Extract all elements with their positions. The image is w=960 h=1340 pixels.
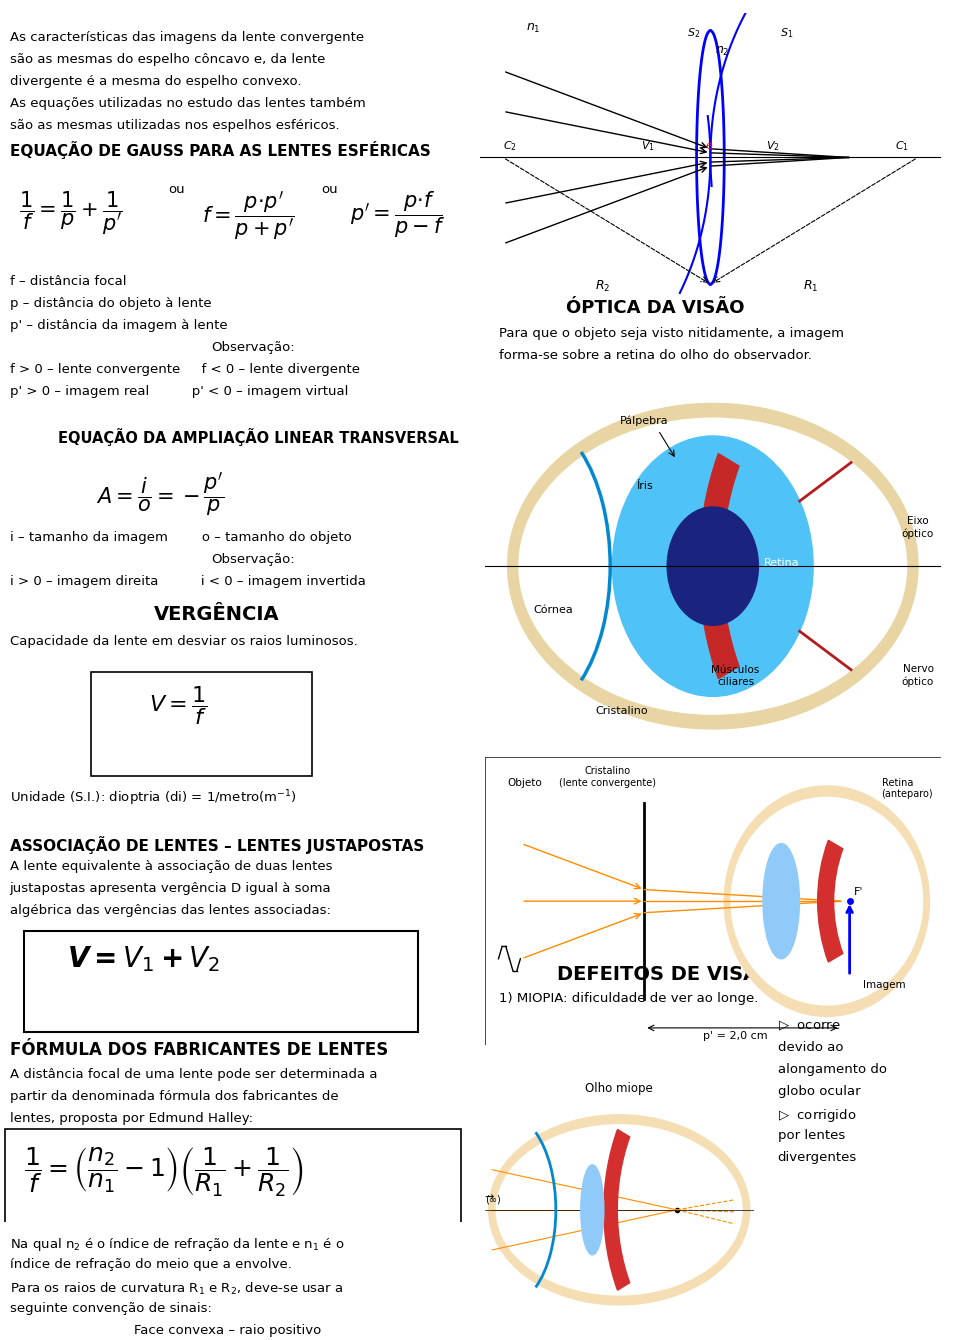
Text: algébrica das vergências das lentes associadas:: algébrica das vergências das lentes asso… [10, 905, 330, 917]
Text: i > 0 – imagem direita          i < 0 – imagem invertida: i > 0 – imagem direita i < 0 – imagem in… [10, 575, 366, 588]
Wedge shape [818, 840, 843, 962]
Text: são as mesmas utilizadas nos espelhos esféricos.: são as mesmas utilizadas nos espelhos es… [10, 118, 339, 131]
Text: Observação:: Observação: [211, 553, 295, 567]
Text: lentes, proposta por Edmund Halley:: lentes, proposta por Edmund Halley: [10, 1112, 252, 1124]
Text: $S_2$: $S_2$ [687, 27, 701, 40]
Text: DEFEITOS DE VISÃO: DEFEITOS DE VISÃO [557, 965, 775, 984]
Text: e: e [706, 141, 712, 151]
Text: ou: ou [322, 184, 338, 196]
Ellipse shape [724, 785, 929, 1016]
Text: índice de refração do meio que a envolve.: índice de refração do meio que a envolve… [10, 1258, 292, 1272]
Wedge shape [699, 454, 739, 678]
Text: EQUAÇÃO DE GAUSS PARA AS LENTES ESFÉRICAS: EQUAÇÃO DE GAUSS PARA AS LENTES ESFÉRICA… [10, 141, 430, 158]
Title: Olho miope: Olho miope [586, 1081, 653, 1095]
Circle shape [667, 507, 758, 626]
Text: Para que o objeto seja visto nitidamente, a imagem: Para que o objeto seja visto nitidamente… [499, 327, 844, 340]
Text: $V = \dfrac{1}{f}$: $V = \dfrac{1}{f}$ [149, 685, 207, 728]
Text: globo ocular: globo ocular [778, 1085, 860, 1097]
FancyBboxPatch shape [91, 671, 312, 776]
Text: Pálpebra: Pálpebra [620, 415, 669, 426]
Text: $f = \dfrac{p{\cdot}p'}{p+p'}$: $f = \dfrac{p{\cdot}p'}{p+p'}$ [202, 189, 295, 243]
Text: $A = \dfrac{i}{o} = -\dfrac{p'}{p}$: $A = \dfrac{i}{o} = -\dfrac{p'}{p}$ [96, 470, 225, 519]
Text: FÓRMULA DOS FABRICANTES DE LENTES: FÓRMULA DOS FABRICANTES DE LENTES [10, 1041, 388, 1059]
Text: $(\infty)$: $(\infty)$ [485, 1193, 502, 1206]
Text: $S_1$: $S_1$ [780, 27, 793, 40]
Text: Cristalino
(lente convergente): Cristalino (lente convergente) [560, 766, 657, 788]
Text: Eixo
óptico: Eixo óptico [901, 516, 934, 539]
Text: $V_1$: $V_1$ [641, 139, 655, 153]
Text: As equações utilizadas no estudo das lentes também: As equações utilizadas no estudo das len… [10, 96, 366, 110]
Text: $n_2$: $n_2$ [715, 44, 730, 58]
Text: $R_1$: $R_1$ [803, 279, 818, 293]
Text: ÓPTICA DA VISÃO: ÓPTICA DA VISÃO [566, 299, 745, 318]
Text: $n_1$: $n_1$ [526, 21, 540, 35]
Text: ASSOCIAÇÃO DE LENTES – LENTES JUSTAPOSTAS: ASSOCIAÇÃO DE LENTES – LENTES JUSTAPOSTA… [10, 836, 424, 854]
Text: Face convexa – raio positivo: Face convexa – raio positivo [134, 1324, 322, 1337]
Text: por lentes: por lentes [778, 1128, 845, 1142]
Text: A distância focal de uma lente pode ser determinada a: A distância focal de uma lente pode ser … [10, 1068, 377, 1081]
Text: F': F' [854, 887, 864, 898]
Ellipse shape [519, 418, 906, 714]
Text: Unidade (S.I.): dioptria (di) = 1/metro(m$^{-1}$): Unidade (S.I.): dioptria (di) = 1/metro(… [10, 788, 297, 808]
Text: $C_2$: $C_2$ [503, 139, 516, 153]
Text: f > 0 – lente convergente     f < 0 – lente divergente: f > 0 – lente convergente f < 0 – lente … [10, 363, 360, 375]
Text: p – distância do objeto à lente: p – distância do objeto à lente [10, 297, 211, 310]
Text: Observação:: Observação: [211, 340, 295, 354]
Text: $\triangleright$  corrigido: $\triangleright$ corrigido [778, 1107, 856, 1124]
Text: justapostas apresenta vergência D igual à soma: justapostas apresenta vergência D igual … [10, 882, 331, 895]
Text: Cristalino: Cristalino [595, 706, 648, 716]
Text: $\dfrac{1}{f} = \left(\dfrac{n_2}{n_1} - 1\right)\left(\dfrac{1}{R_1} + \dfrac{1: $\dfrac{1}{f} = \left(\dfrac{n_2}{n_1} -… [24, 1144, 303, 1198]
Circle shape [612, 436, 813, 697]
Text: alongamento do: alongamento do [778, 1063, 887, 1076]
Text: p' = 2,0 cm: p' = 2,0 cm [704, 1032, 768, 1041]
Text: EQUAÇÃO DA AMPLIAÇÃO LINEAR TRANSVERSAL: EQUAÇÃO DA AMPLIAÇÃO LINEAR TRANSVERSAL [58, 427, 458, 446]
Text: Músculos
ciliares: Músculos ciliares [711, 665, 759, 686]
Text: seguinte convenção de sinais:: seguinte convenção de sinais: [10, 1302, 211, 1316]
Text: i – tamanho da imagem        o – tamanho do objeto: i – tamanho da imagem o – tamanho do obj… [10, 532, 351, 544]
Text: $R_2$: $R_2$ [595, 279, 611, 293]
Text: $\boldsymbol{V = V_1 + V_2}$: $\boldsymbol{V = V_1 + V_2}$ [67, 945, 220, 974]
Text: Retina
(anteparo): Retina (anteparo) [881, 777, 933, 800]
Text: $\triangleright$  ocorre: $\triangleright$ ocorre [778, 1018, 840, 1033]
Text: Para os raios de curvatura R$_1$ e R$_2$, deve-se usar a: Para os raios de curvatura R$_1$ e R$_2$… [10, 1281, 343, 1297]
Ellipse shape [763, 844, 800, 959]
Text: p' > 0 – imagem real          p' < 0 – imagem virtual: p' > 0 – imagem real p' < 0 – imagem vir… [10, 385, 348, 398]
Text: Na qual n$_2$ é o índice de refração da lente e n$_1$ é o: Na qual n$_2$ é o índice de refração da … [10, 1237, 344, 1253]
Text: $\dfrac{1}{f} = \dfrac{1}{p} + \dfrac{1}{p'}$: $\dfrac{1}{f} = \dfrac{1}{p} + \dfrac{1}… [19, 189, 123, 237]
Text: Nervo
óptico: Nervo óptico [901, 665, 934, 686]
Ellipse shape [732, 797, 923, 1005]
Text: Córnea: Córnea [534, 606, 573, 615]
Text: 1) MIOPIA: dificuldade de ver ao longe.: 1) MIOPIA: dificuldade de ver ao longe. [499, 992, 758, 1005]
Ellipse shape [508, 403, 918, 729]
Text: $p' = \dfrac{p{\cdot}f}{p-f}$: $p' = \dfrac{p{\cdot}f}{p-f}$ [350, 189, 445, 240]
Text: $C_1$: $C_1$ [895, 139, 909, 153]
Text: $V_2$: $V_2$ [766, 139, 780, 153]
Wedge shape [604, 1130, 630, 1290]
Ellipse shape [496, 1124, 742, 1294]
Text: forma-se sobre a retina do olho do observador.: forma-se sobre a retina do olho do obser… [499, 350, 812, 362]
Text: Íris: Íris [636, 481, 653, 492]
FancyBboxPatch shape [5, 1128, 461, 1242]
Text: divergentes: divergentes [778, 1151, 857, 1164]
Text: p' – distância da imagem à lente: p' – distância da imagem à lente [10, 319, 228, 332]
Text: ou: ou [168, 184, 184, 196]
Text: A lente equivalente à associação de duas lentes: A lente equivalente à associação de duas… [10, 860, 332, 874]
Text: f – distância focal: f – distância focal [10, 275, 126, 288]
Ellipse shape [489, 1115, 750, 1305]
Text: As características das imagens da lente convergente: As características das imagens da lente … [10, 31, 364, 43]
Text: VERGÊNCIA: VERGÊNCIA [154, 604, 279, 623]
Text: são as mesmas do espelho côncavo e, da lente: são as mesmas do espelho côncavo e, da l… [10, 52, 325, 66]
Ellipse shape [581, 1164, 604, 1254]
Text: Retina: Retina [763, 559, 799, 568]
FancyBboxPatch shape [24, 931, 418, 1032]
Text: divergente é a mesma do espelho convexo.: divergente é a mesma do espelho convexo. [10, 75, 301, 87]
Text: devido ao: devido ao [778, 1041, 843, 1055]
Text: →: → [485, 1191, 494, 1202]
Text: Objeto: Objeto [508, 779, 542, 788]
Text: partir da denominada fórmula dos fabricantes de: partir da denominada fórmula dos fabrica… [10, 1089, 338, 1103]
Text: Imagem: Imagem [863, 980, 906, 989]
Text: Capacidade da lente em desviar os raios luminosos.: Capacidade da lente em desviar os raios … [10, 635, 357, 649]
